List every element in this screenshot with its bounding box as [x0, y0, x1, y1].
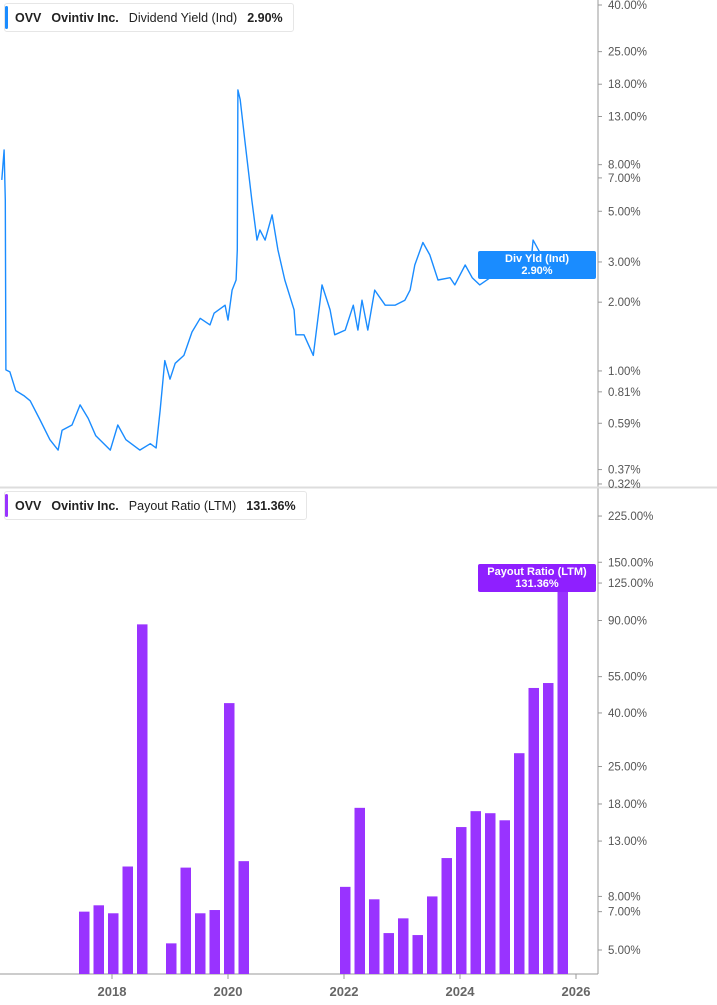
- dividend-yield-line: [1, 89, 579, 451]
- dividend-yield-legend[interactable]: OVV Ovintiv Inc. Dividend Yield (Ind) 2.…: [4, 3, 294, 32]
- tag-value: 2.90%: [521, 265, 553, 277]
- y-tick-label: 7.00%: [608, 173, 641, 185]
- y-tick-label: 8.00%: [608, 891, 641, 903]
- payout-ratio-bar: [383, 933, 394, 974]
- legend-company: Ovintiv Inc.: [51, 498, 119, 513]
- x-tick-label: 2024: [446, 984, 476, 999]
- payout-ratio-bar: [485, 813, 496, 974]
- payout-ratio-bar: [224, 703, 235, 974]
- legend-metric: Dividend Yield (Ind): [128, 10, 238, 25]
- payout-ratio-bar: [398, 918, 409, 974]
- tag-label: Div Yld (Ind): [505, 253, 569, 265]
- y-tick-label: 25.00%: [608, 762, 647, 774]
- payout-ratio-bar: [340, 886, 351, 974]
- legend-value: 131.36%: [246, 498, 296, 513]
- y-tick-label: 0.32%: [608, 479, 641, 491]
- y-tick-label: 150.00%: [608, 557, 653, 569]
- payout-ratio-bar: [166, 943, 177, 974]
- payout-ratio-bar: [354, 807, 365, 974]
- legend-value: 2.90%: [247, 10, 283, 25]
- payout-ratio-bar: [514, 753, 525, 974]
- y-tick-label: 0.37%: [608, 465, 641, 477]
- y-tick-label: 0.81%: [608, 387, 641, 399]
- y-tick-label: 225.00%: [608, 511, 653, 523]
- dividend-yield-last-value-tag: Div Yld (Ind) 2.90%: [478, 251, 596, 279]
- legend-ticker: OVV: [15, 10, 42, 25]
- y-tick-label: 7.00%: [608, 907, 641, 919]
- y-tick-label: 8.00%: [608, 160, 641, 172]
- payout-ratio-bar: [543, 683, 554, 974]
- payout-ratio-bar: [195, 913, 206, 974]
- x-tick-label: 2026: [562, 984, 591, 999]
- payout-ratio-bar: [137, 624, 148, 974]
- y-tick-label: 40.00%: [608, 0, 647, 12]
- x-tick-label: 2018: [98, 984, 127, 999]
- y-tick-label: 1.00%: [608, 366, 641, 378]
- payout-ratio-bar: [209, 910, 220, 974]
- payout-ratio-last-value-tag: Payout Ratio (LTM) 131.36%: [478, 564, 596, 592]
- y-tick-label: 2.00%: [608, 297, 641, 309]
- y-tick-label: 125.00%: [608, 578, 653, 590]
- y-tick-label: 55.00%: [608, 672, 647, 684]
- payout-ratio-bar: [470, 811, 481, 974]
- y-tick-label: 13.00%: [608, 836, 647, 848]
- payout-ratio-bar: [557, 577, 568, 974]
- payout-ratio-bar: [108, 913, 119, 974]
- x-tick-label: 2020: [214, 984, 243, 999]
- y-tick-label: 5.00%: [608, 945, 641, 957]
- legend-ticker: OVV: [15, 498, 42, 513]
- tag-value: 131.36%: [515, 578, 559, 590]
- payout-ratio-bar: [456, 827, 467, 974]
- series-color-swatch: [5, 6, 8, 29]
- payout-ratio-bar: [180, 867, 191, 974]
- y-tick-label: 25.00%: [608, 47, 647, 59]
- y-tick-label: 40.00%: [608, 708, 647, 720]
- payout-ratio-bar: [412, 935, 423, 974]
- payout-ratio-bar: [528, 687, 539, 974]
- payout-ratio-bar: [369, 899, 380, 974]
- y-tick-label: 13.00%: [608, 111, 647, 123]
- y-tick-label: 18.00%: [608, 79, 647, 91]
- legend-metric: Payout Ratio (LTM): [128, 498, 237, 513]
- x-tick-label: 2022: [330, 984, 359, 999]
- legend-company: Ovintiv Inc.: [51, 10, 119, 25]
- y-tick-label: 90.00%: [608, 615, 647, 627]
- payout-ratio-bar: [79, 911, 90, 974]
- payout-ratio-bar: [93, 905, 104, 974]
- payout-ratio-bar: [122, 866, 133, 974]
- y-tick-label: 5.00%: [608, 206, 641, 218]
- payout-ratio-bar: [238, 861, 249, 974]
- payout-ratio-bar: [499, 820, 510, 974]
- y-tick-label: 18.00%: [608, 799, 647, 811]
- payout-ratio-bar: [441, 858, 452, 974]
- payout-ratio-bar: [427, 896, 438, 974]
- y-tick-label: 3.00%: [608, 257, 641, 269]
- y-tick-label: 0.59%: [608, 418, 641, 430]
- tag-label: Payout Ratio (LTM): [487, 566, 587, 578]
- series-color-swatch: [5, 494, 8, 517]
- payout-ratio-legend[interactable]: OVV Ovintiv Inc. Payout Ratio (LTM) 131.…: [4, 491, 307, 520]
